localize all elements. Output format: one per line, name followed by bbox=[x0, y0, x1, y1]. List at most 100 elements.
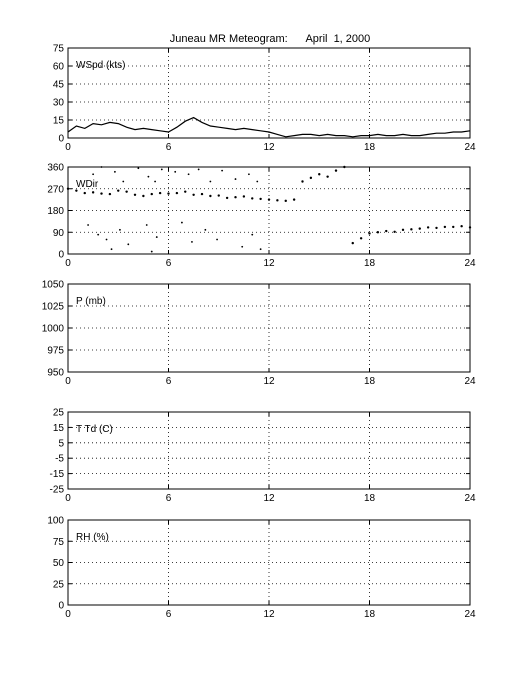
panel-label: RH (%) bbox=[76, 532, 109, 543]
data-point bbox=[351, 241, 354, 245]
data-point bbox=[284, 199, 287, 203]
y-tick-label: 25 bbox=[53, 408, 65, 419]
x-tick-label: 18 bbox=[364, 142, 376, 153]
data-point bbox=[326, 175, 329, 178]
panel-label: T Td (C) bbox=[76, 424, 113, 435]
y-tick-label: 1000 bbox=[42, 324, 65, 335]
y-tick-label: 950 bbox=[47, 368, 64, 379]
data-point-scattered bbox=[97, 233, 100, 236]
y-tick-label: -25 bbox=[50, 485, 65, 496]
panel-0: 0 6 12 18 24 0 15 30 45 60 75 WSpd (kts) bbox=[53, 44, 476, 154]
data-point-scattered bbox=[122, 180, 125, 183]
data-point-scattered bbox=[251, 233, 254, 236]
y-tick-label: 15 bbox=[53, 423, 65, 434]
data-point bbox=[376, 231, 380, 234]
series-line bbox=[67, 116, 471, 138]
data-point bbox=[301, 180, 304, 183]
data-point-scattered bbox=[204, 228, 207, 231]
x-tick-label: 12 bbox=[263, 609, 275, 620]
data-point-scattered bbox=[119, 228, 121, 231]
data-point bbox=[334, 169, 338, 172]
x-tick-label: 24 bbox=[464, 258, 476, 269]
data-point-scattered bbox=[87, 224, 89, 226]
data-point bbox=[318, 173, 321, 176]
data-point bbox=[393, 230, 396, 233]
data-point bbox=[200, 192, 204, 196]
data-point-scattered bbox=[216, 238, 218, 241]
data-point bbox=[142, 194, 145, 198]
data-point-scattered bbox=[105, 238, 108, 241]
y-tick-label: 60 bbox=[53, 62, 65, 73]
data-point-scattered bbox=[259, 248, 262, 251]
data-point-scattered bbox=[147, 175, 150, 178]
x-tick-label: 24 bbox=[464, 493, 476, 504]
data-point bbox=[309, 176, 313, 180]
data-point-scattered bbox=[154, 180, 157, 183]
x-tick-label: 0 bbox=[65, 493, 71, 504]
x-tick-label: 12 bbox=[263, 142, 275, 153]
data-point bbox=[75, 189, 78, 192]
x-tick-label: 0 bbox=[65, 609, 71, 620]
x-tick-label: 24 bbox=[464, 609, 476, 620]
data-point-scattered bbox=[221, 169, 224, 172]
data-point bbox=[460, 225, 463, 228]
panel-3: 0 6 12 18 24 -25 -15 -5 5 15 25 T Td (C) bbox=[50, 408, 476, 505]
data-point-scattered bbox=[256, 180, 259, 183]
data-point bbox=[225, 196, 229, 200]
data-point bbox=[259, 197, 262, 201]
y-tick-label: 1050 bbox=[42, 280, 65, 291]
panel-4: 0 6 12 18 24 0 25 50 75 100 RH (%) bbox=[47, 516, 476, 621]
data-point-scattered bbox=[209, 180, 212, 183]
y-tick-label: 0 bbox=[58, 250, 64, 261]
data-point bbox=[468, 226, 472, 229]
data-point-scattered bbox=[191, 241, 193, 243]
data-point bbox=[150, 192, 153, 196]
data-point-scattered bbox=[234, 178, 237, 180]
y-tick-label: 270 bbox=[47, 184, 64, 195]
y-tick-label: -15 bbox=[50, 469, 65, 480]
data-point-scattered bbox=[160, 168, 163, 171]
data-point bbox=[217, 194, 220, 197]
data-point-scattered bbox=[145, 224, 148, 226]
y-tick-label: 0 bbox=[58, 601, 64, 612]
data-point bbox=[125, 190, 128, 193]
data-point bbox=[66, 187, 70, 190]
data-point-scattered bbox=[248, 173, 250, 176]
x-tick-label: 24 bbox=[464, 142, 476, 153]
data-point bbox=[359, 237, 363, 240]
data-point bbox=[167, 192, 170, 195]
data-point-scattered bbox=[181, 221, 183, 224]
y-tick-label: 360 bbox=[47, 163, 64, 174]
data-point bbox=[133, 193, 137, 196]
y-tick-label: 0 bbox=[58, 134, 64, 145]
data-point bbox=[251, 197, 254, 200]
data-point bbox=[175, 191, 179, 195]
x-tick-label: 0 bbox=[65, 258, 71, 269]
x-tick-label: 0 bbox=[65, 376, 71, 387]
data-point-scattered bbox=[127, 243, 130, 246]
x-tick-label: 0 bbox=[65, 142, 71, 153]
data-point-scattered bbox=[241, 245, 244, 248]
data-point bbox=[410, 228, 413, 231]
data-point bbox=[184, 190, 187, 193]
y-tick-label: 100 bbox=[47, 516, 64, 527]
panel-label: P (mb) bbox=[76, 296, 106, 307]
y-tick-label: 180 bbox=[47, 206, 64, 217]
data-point-scattered bbox=[92, 173, 95, 176]
x-tick-label: 18 bbox=[364, 258, 376, 269]
x-tick-label: 12 bbox=[263, 493, 275, 504]
axes-frame bbox=[67, 411, 471, 490]
panel-label: WDir bbox=[76, 179, 99, 190]
x-tick-label: 6 bbox=[166, 258, 172, 269]
data-point bbox=[368, 232, 371, 235]
panel-1: 0 6 12 18 24 0 90 180 270 360 WDir bbox=[47, 163, 476, 270]
data-point bbox=[343, 165, 346, 169]
data-point bbox=[426, 226, 430, 229]
data-point bbox=[234, 196, 237, 199]
data-point bbox=[292, 198, 296, 201]
data-point-scattered bbox=[137, 167, 140, 170]
x-tick-label: 12 bbox=[263, 258, 275, 269]
y-tick-label: 5 bbox=[58, 438, 64, 449]
